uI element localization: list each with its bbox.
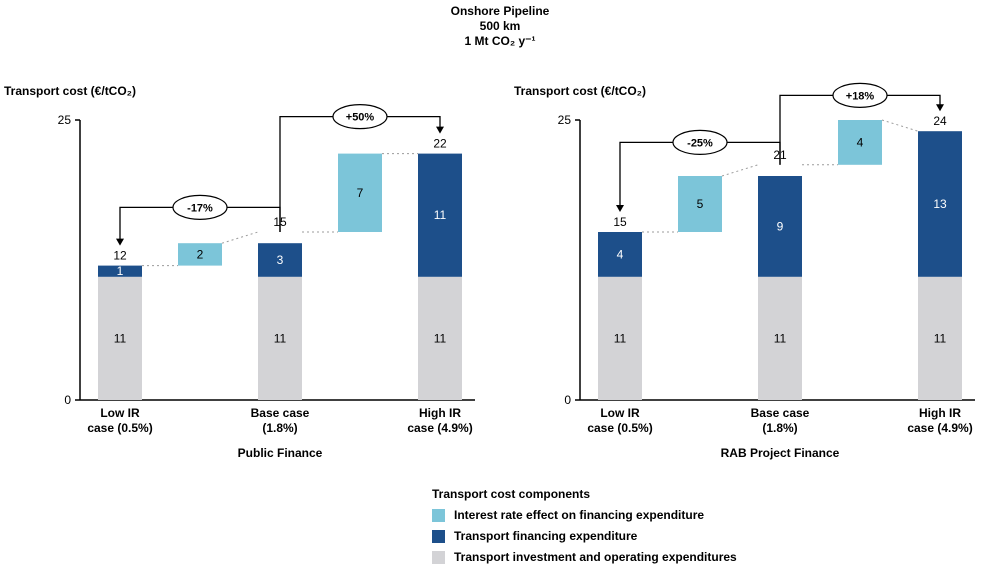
y-tick-label: 0 (564, 393, 571, 407)
figure-title-line1: Onshore Pipeline (450, 4, 550, 18)
segment-value: 11 (114, 331, 127, 345)
legend-item-ir_effect: Interest rate effect on financing expend… (432, 508, 737, 522)
segment-value: 3 (277, 253, 284, 267)
floating-segment-ir_effect (838, 120, 882, 165)
annotation-percent-label: +18% (846, 90, 875, 102)
bar-segment-investment (758, 276, 802, 400)
bar-segment-financing (258, 243, 302, 277)
floating-segment-ir_effect (678, 176, 722, 232)
category-label: case (0.5%) (587, 421, 652, 435)
bar-segment-financing (758, 176, 802, 277)
annotation-ellipse (332, 104, 388, 130)
panel-title-rab-project-finance: RAB Project Finance (720, 446, 840, 460)
legend-item-label: Transport financing expenditure (454, 529, 638, 543)
bar-total-label: 22 (433, 137, 447, 151)
arrowhead-icon (116, 238, 124, 246)
bar-segment-financing (418, 153, 462, 277)
segment-value: 1 (117, 264, 124, 278)
category-label: (1.8%) (262, 421, 297, 435)
chart-panel-rab-project-finance: Transport cost (€/tCO₂) RAB Project Fina… (500, 78, 1000, 478)
segment-value: 11 (274, 331, 287, 345)
legend-items: Interest rate effect on financing expend… (432, 508, 737, 564)
bar-segment-financing (598, 232, 642, 277)
figure-title: Onshore Pipeline 500 km 1 Mt CO₂ y⁻¹ (0, 4, 1000, 49)
segment-value: 4 (617, 247, 624, 261)
figure-title-line3: 1 Mt CO₂ y⁻¹ (464, 34, 536, 48)
category-label: case (4.9%) (407, 421, 472, 435)
bar-segment-investment (598, 276, 642, 400)
bar-total-label: 15 (613, 215, 627, 229)
dotted-connector (221, 231, 259, 244)
segment-value: 11 (434, 208, 447, 222)
legend-swatch-ir_effect-icon (432, 508, 445, 522)
chart-panel-public-finance: Transport cost (€/tCO₂) Public Finance 0… (0, 78, 500, 478)
category-label: Base case (751, 406, 810, 420)
bar-total-label: 12 (113, 249, 127, 263)
segment-value: 13 (933, 197, 947, 211)
floating-segment-ir_effect (178, 243, 222, 266)
legend-item-investment: Transport investment and operating expen… (432, 550, 737, 564)
bar-segment-financing (98, 265, 142, 277)
bar-segment-investment (418, 276, 462, 400)
annotation-percent-label: +50% (346, 112, 375, 124)
legend: Transport cost components Interest rate … (432, 487, 737, 571)
legend-item-label: Interest rate effect on financing expend… (454, 508, 705, 522)
dotted-connector (881, 119, 919, 132)
bar-segment-investment (98, 276, 142, 400)
annotation-percent-label: -17% (187, 202, 213, 214)
bar-total-label: 24 (933, 114, 947, 128)
annotation-ellipse (172, 194, 228, 220)
segment-value: 11 (434, 331, 447, 345)
segment-value: 2 (197, 247, 204, 261)
category-label: Base case (251, 406, 310, 420)
category-label: Low IR (100, 406, 140, 420)
legend-item-label: Transport investment and operating expen… (454, 550, 737, 564)
arrowhead-icon (936, 104, 944, 112)
bar-segment-financing (918, 131, 962, 277)
segment-value: 11 (614, 331, 627, 345)
arrowhead-icon (436, 126, 444, 134)
bar-segment-investment (918, 276, 962, 400)
category-label: case (4.9%) (907, 421, 972, 435)
panel-title-public-finance: Public Finance (237, 446, 323, 460)
legend-item-financing: Transport financing expenditure (432, 529, 737, 543)
segment-value: 11 (774, 331, 787, 345)
arrowhead-icon (616, 205, 624, 212)
segment-value: 7 (357, 186, 364, 200)
dotted-connector (721, 164, 759, 177)
y-axis-label: Transport cost (€/tCO₂) (4, 84, 137, 98)
annotation-ellipse (672, 129, 728, 156)
segment-value: 4 (857, 135, 864, 149)
legend-swatch-financing-icon (432, 529, 445, 543)
floating-segment-ir_effect (338, 153, 382, 232)
category-label: High IR (919, 406, 961, 420)
category-label: Low IR (600, 406, 640, 420)
y-tick-label: 25 (58, 113, 72, 127)
segment-value: 5 (697, 197, 704, 211)
y-axis-label: Transport cost (€/tCO₂) (514, 84, 647, 98)
y-tick-label: 25 (558, 113, 572, 127)
figure-title-line2: 500 km (479, 19, 521, 33)
category-label: (1.8%) (762, 421, 797, 435)
legend-swatch-investment-icon (432, 550, 445, 564)
annotation-ellipse (832, 82, 888, 108)
category-label: case (0.5%) (87, 421, 152, 435)
segment-value: 11 (934, 331, 947, 345)
legend-title: Transport cost components (432, 487, 591, 501)
category-label: High IR (419, 406, 461, 420)
y-tick-label: 0 (64, 393, 71, 407)
segment-value: 9 (777, 219, 784, 233)
annotation-percent-label: -25% (687, 137, 713, 149)
bar-segment-investment (258, 276, 302, 400)
